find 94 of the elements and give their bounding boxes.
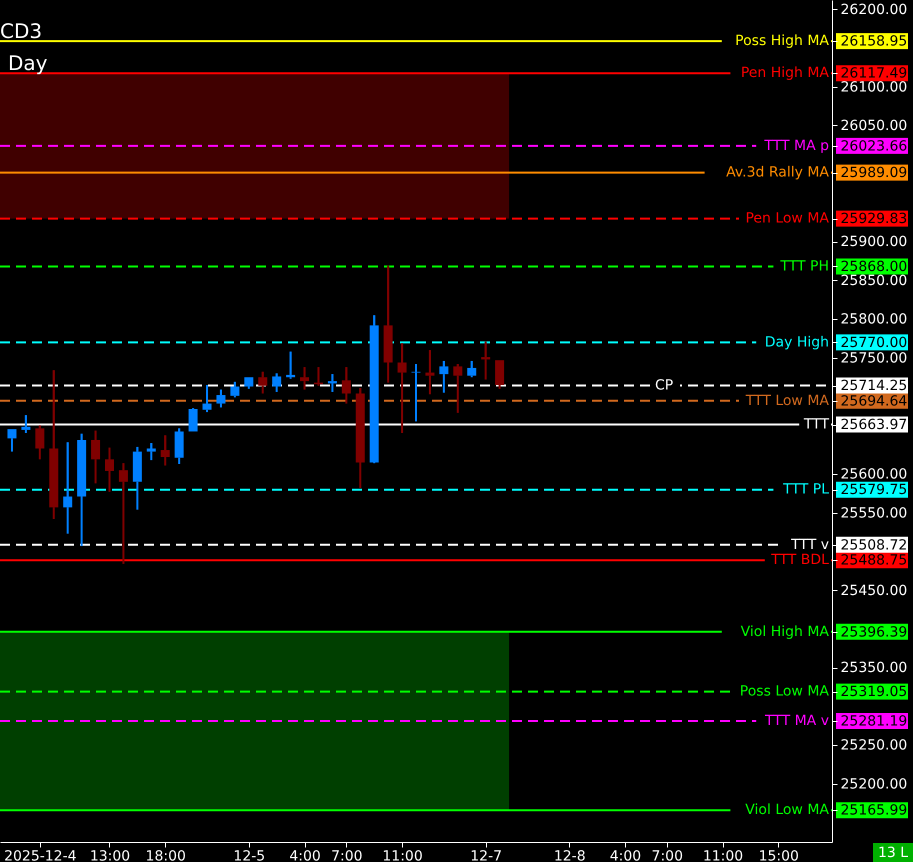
y-tick-label: 25663.97 — [840, 417, 908, 434]
x-tick-label: 7:00 — [652, 848, 684, 862]
x-tick-label: 2025-12-4 — [4, 848, 77, 862]
y-tick-label: 25508.72 — [840, 537, 908, 554]
y-tick-label: 25929.83 — [840, 211, 908, 228]
ref-line-label: TTT MA p — [763, 138, 830, 154]
ref-line-label: TTT Low MA — [744, 392, 830, 409]
x-tick-label: 11:00 — [702, 848, 744, 862]
candlestick — [63, 441, 72, 535]
candlestick — [35, 424, 44, 460]
ref-line-label: Viol High MA — [740, 624, 830, 640]
ref-line-label: TTT PL — [782, 482, 830, 498]
candlestick — [398, 342, 407, 434]
candlestick — [7, 429, 16, 453]
y-tick-label: 25868.00 — [840, 258, 908, 275]
ref-line-label: TTT v — [790, 536, 829, 553]
ref-line-label: TTT BDL — [770, 552, 830, 568]
ref-line-label: Av.3d Rally MA — [726, 164, 830, 181]
candlestick — [314, 366, 323, 387]
y-tick-label: 26050.00 — [840, 118, 908, 134]
y-tick-label: 25989.09 — [840, 165, 908, 182]
candlestick — [77, 432, 86, 548]
y-tick-label: 25350.00 — [840, 660, 908, 676]
y-tick-label: 25319.05 — [840, 684, 908, 700]
candlestick — [425, 349, 434, 396]
ref-line-label: Poss Low MA — [740, 684, 830, 700]
candlestick — [146, 442, 156, 462]
x-tick-label: 13:00 — [90, 848, 130, 862]
candlestick — [356, 387, 365, 490]
x-tick-label: 11:00 — [382, 848, 423, 862]
ref-line-label: Pen Low MA — [745, 210, 830, 227]
x-tick-label: 4:00 — [289, 848, 321, 862]
candlestick — [328, 373, 337, 393]
y-tick-label: 26158.95 — [840, 34, 908, 50]
y-tick-label: 25579.75 — [840, 482, 908, 498]
text: Day — [8, 51, 48, 75]
x-tick-label: 4:00 — [610, 848, 642, 862]
y-tick-label: 25600.00 — [840, 466, 908, 483]
ref-line-label: Poss High MA — [735, 33, 830, 50]
candlestick — [21, 414, 30, 434]
y-tick-label: 25488.75 — [840, 552, 908, 569]
candlestick — [230, 380, 240, 398]
ref-line-label: Pen High MA — [740, 65, 830, 82]
candlestick — [49, 369, 58, 520]
text: CD3 — [0, 19, 42, 43]
candlestick — [300, 366, 310, 391]
y-tick-label: 25900.00 — [840, 234, 908, 250]
candlestick — [467, 360, 476, 378]
y-tick-label: 25770.00 — [840, 334, 908, 351]
candlestick — [384, 264, 393, 384]
y-tick-label: 26023.66 — [840, 138, 908, 154]
candlestick — [272, 372, 282, 393]
ref-line-label: TTT MA v — [764, 713, 829, 730]
y-tick-label: 25396.39 — [840, 624, 908, 640]
candlestick — [439, 360, 448, 394]
y-tick-label: 25714.25 — [840, 378, 908, 394]
y-tick-label: 25281.19 — [840, 714, 908, 730]
ref-line-label: TTT — [802, 416, 830, 433]
y-tick-label: 26200.00 — [840, 2, 908, 18]
candlestick — [216, 388, 226, 408]
y-tick-label: 25250.00 — [840, 738, 908, 754]
y-tick-label: 25165.99 — [840, 802, 908, 819]
y-tick-label: 26100.00 — [840, 79, 908, 96]
candlestick — [453, 363, 462, 414]
candlestick — [258, 370, 268, 394]
x-tick-label: 12-7 — [470, 848, 502, 862]
y-tick-label: 25694.64 — [840, 393, 908, 410]
x-tick-label: 12-8 — [554, 848, 586, 862]
y-tick-label: 25200.00 — [840, 776, 908, 792]
y-tick-label: 25800.00 — [840, 312, 908, 328]
candlestick — [244, 377, 254, 390]
y-tick-label: 25450.00 — [840, 582, 908, 599]
x-tick-label: 18:00 — [146, 848, 186, 862]
candlestick — [91, 430, 100, 484]
x-tick-label: 12-5 — [233, 848, 266, 862]
candlestick — [174, 427, 184, 465]
candlestick — [495, 360, 504, 390]
candlestick — [481, 340, 490, 381]
candlestick — [132, 446, 142, 511]
y-tick-label: 25750.00 — [840, 350, 908, 366]
ref-line-label: Viol Low MA — [745, 802, 830, 818]
ref-line-label: TTT PH — [779, 258, 829, 274]
candlestick — [342, 366, 351, 405]
annotation: CP — [655, 378, 674, 394]
x-tick-label: 7:00 — [331, 848, 363, 862]
candlestick — [160, 434, 170, 467]
ref-line-label: Day High — [764, 334, 829, 350]
text: 13 L — [878, 845, 908, 861]
y-tick-label: 25550.00 — [840, 505, 908, 522]
x-tick-label: 15:00 — [758, 848, 799, 862]
candlestick — [104, 446, 114, 493]
y-tick-label: 25850.00 — [840, 272, 908, 289]
candlestick — [118, 462, 128, 565]
y-tick-label: 26117.49 — [840, 66, 908, 82]
